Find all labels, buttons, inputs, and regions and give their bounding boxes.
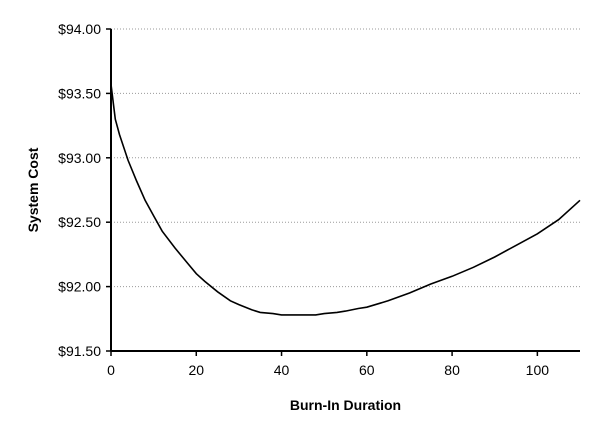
x-tick-label: 0 — [107, 362, 115, 378]
x-tick-label: 80 — [444, 362, 460, 378]
series-layer — [110, 84, 581, 316]
gridlines — [111, 28, 580, 288]
x-tick-label: 60 — [359, 362, 375, 378]
series-line-0 — [110, 84, 581, 316]
y-tick-label: $92.00 — [58, 279, 101, 295]
x-axis-title: Burn-In Duration — [290, 397, 401, 413]
y-tick-label: $94.00 — [58, 21, 101, 37]
x-tick-label: 40 — [274, 362, 290, 378]
axes — [106, 28, 580, 356]
y-axis-title: System Cost — [25, 147, 41, 232]
x-tick-label: 100 — [526, 362, 550, 378]
y-tick-label: $93.00 — [58, 150, 101, 166]
y-tick-label: $93.50 — [58, 85, 101, 101]
y-tick-label: $92.50 — [58, 214, 101, 230]
x-tick-label: 20 — [188, 362, 204, 378]
y-tick-label: $91.50 — [58, 343, 101, 359]
tick-labels: $91.50 $92.00 $92.50 $93.00 $93.50 $94.00 0 20 4… — [58, 21, 549, 378]
